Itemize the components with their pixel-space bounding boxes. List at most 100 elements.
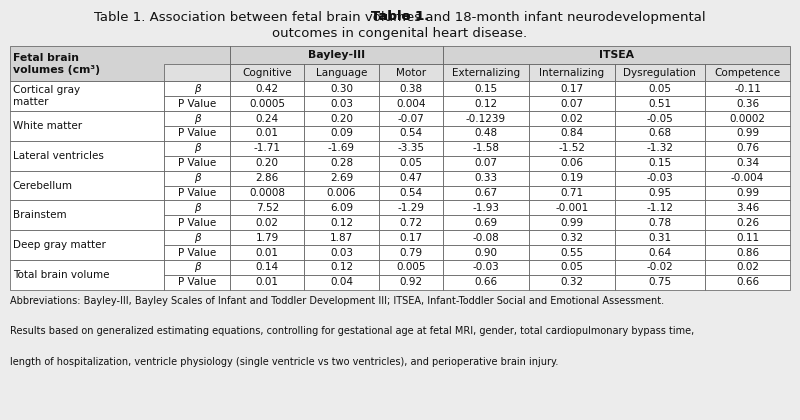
Text: Lateral ventricles: Lateral ventricles [13, 151, 104, 161]
Bar [705, 275, 790, 290]
Bar [230, 81, 304, 96]
Bar [304, 81, 378, 96]
Text: 0.95: 0.95 [648, 188, 671, 198]
Text: Dysregulation: Dysregulation [623, 68, 696, 78]
Bar [378, 81, 443, 96]
Text: -3.35: -3.35 [398, 143, 424, 153]
Text: 0.19: 0.19 [560, 173, 583, 183]
Text: 0.78: 0.78 [648, 218, 671, 228]
Text: 0.006: 0.006 [326, 188, 356, 198]
Text: 0.05: 0.05 [648, 84, 671, 94]
Text: 0.75: 0.75 [648, 277, 671, 287]
Text: 0.68: 0.68 [648, 129, 671, 139]
Text: 0.84: 0.84 [560, 129, 583, 139]
Bar [529, 96, 614, 111]
Text: Competence: Competence [714, 68, 781, 78]
Text: 0.31: 0.31 [648, 233, 671, 243]
Bar [230, 171, 304, 186]
Text: 0.05: 0.05 [399, 158, 422, 168]
Text: 2.69: 2.69 [330, 173, 353, 183]
Text: Table 1.: Table 1. [371, 10, 429, 24]
Bar [230, 230, 304, 245]
Bar [378, 156, 443, 171]
Text: Table 1. Association between fetal brain volumes and 18-month infant neurodevelo: Table 1. Association between fetal brain… [94, 10, 706, 24]
Text: Deep gray matter: Deep gray matter [13, 240, 106, 250]
Text: 0.02: 0.02 [560, 113, 583, 123]
Bar [10, 200, 164, 230]
Text: 0.01: 0.01 [256, 247, 278, 257]
Bar [304, 64, 378, 81]
Bar [443, 260, 529, 275]
Text: 0.26: 0.26 [736, 218, 759, 228]
Bar [164, 275, 230, 290]
Bar [164, 81, 230, 96]
Text: 0.36: 0.36 [736, 99, 759, 109]
Bar [304, 275, 378, 290]
Bar [378, 245, 443, 260]
Text: 0.34: 0.34 [736, 158, 759, 168]
Bar [304, 171, 378, 186]
Text: Abbreviations: Bayley-III, Bayley Scales of Infant and Toddler Development III; : Abbreviations: Bayley-III, Bayley Scales… [10, 296, 664, 306]
Text: 0.20: 0.20 [256, 158, 278, 168]
Text: 1.79: 1.79 [256, 233, 279, 243]
Text: 0.55: 0.55 [560, 247, 583, 257]
Text: 0.02: 0.02 [256, 218, 278, 228]
Bar [378, 141, 443, 156]
Bar [10, 141, 164, 171]
Text: 0.99: 0.99 [736, 188, 759, 198]
Bar [529, 230, 614, 245]
Text: β: β [194, 262, 200, 273]
Text: Brainstem: Brainstem [13, 210, 66, 220]
Bar [378, 215, 443, 230]
Bar [705, 245, 790, 260]
Text: 0.07: 0.07 [560, 99, 583, 109]
Bar [164, 245, 230, 260]
Text: 0.0008: 0.0008 [250, 188, 286, 198]
Bar [10, 111, 164, 141]
Bar [705, 171, 790, 186]
Bar [304, 96, 378, 111]
Bar [230, 96, 304, 111]
Text: Motor: Motor [396, 68, 426, 78]
Text: 0.03: 0.03 [330, 99, 353, 109]
Bar [529, 186, 614, 200]
Text: 0.12: 0.12 [330, 218, 353, 228]
Bar [705, 186, 790, 200]
Text: -0.1239: -0.1239 [466, 113, 506, 123]
Bar [705, 230, 790, 245]
Text: -1.32: -1.32 [646, 143, 673, 153]
Text: ITSEA: ITSEA [599, 50, 634, 60]
Text: P Value: P Value [178, 188, 216, 198]
Text: -0.02: -0.02 [646, 262, 673, 273]
Bar [10, 230, 164, 260]
Bar [230, 141, 304, 156]
Text: 0.01: 0.01 [256, 129, 278, 139]
Text: -0.07: -0.07 [398, 113, 424, 123]
Text: Cerebellum: Cerebellum [13, 181, 73, 191]
Bar [164, 156, 230, 171]
Bar [304, 111, 378, 126]
Text: 0.76: 0.76 [736, 143, 759, 153]
Text: 0.54: 0.54 [399, 129, 422, 139]
Bar [10, 171, 164, 200]
Bar [443, 275, 529, 290]
Text: Total brain volume: Total brain volume [13, 270, 110, 280]
Bar [164, 230, 230, 245]
Text: β: β [194, 233, 200, 243]
Bar [614, 96, 705, 111]
Text: 6.09: 6.09 [330, 203, 353, 213]
Bar [443, 81, 529, 96]
Bar [705, 111, 790, 126]
Bar [705, 200, 790, 215]
Text: Results based on generalized estimating equations, controlling for gestational a: Results based on generalized estimating … [10, 326, 694, 336]
Text: 0.79: 0.79 [399, 247, 422, 257]
Bar [443, 64, 529, 81]
Bar [378, 200, 443, 215]
Bar [443, 141, 529, 156]
Bar [164, 215, 230, 230]
Text: 0.71: 0.71 [560, 188, 583, 198]
Bar [164, 111, 230, 126]
Bar [230, 245, 304, 260]
Text: Cognitive: Cognitive [242, 68, 292, 78]
Bar [304, 141, 378, 156]
